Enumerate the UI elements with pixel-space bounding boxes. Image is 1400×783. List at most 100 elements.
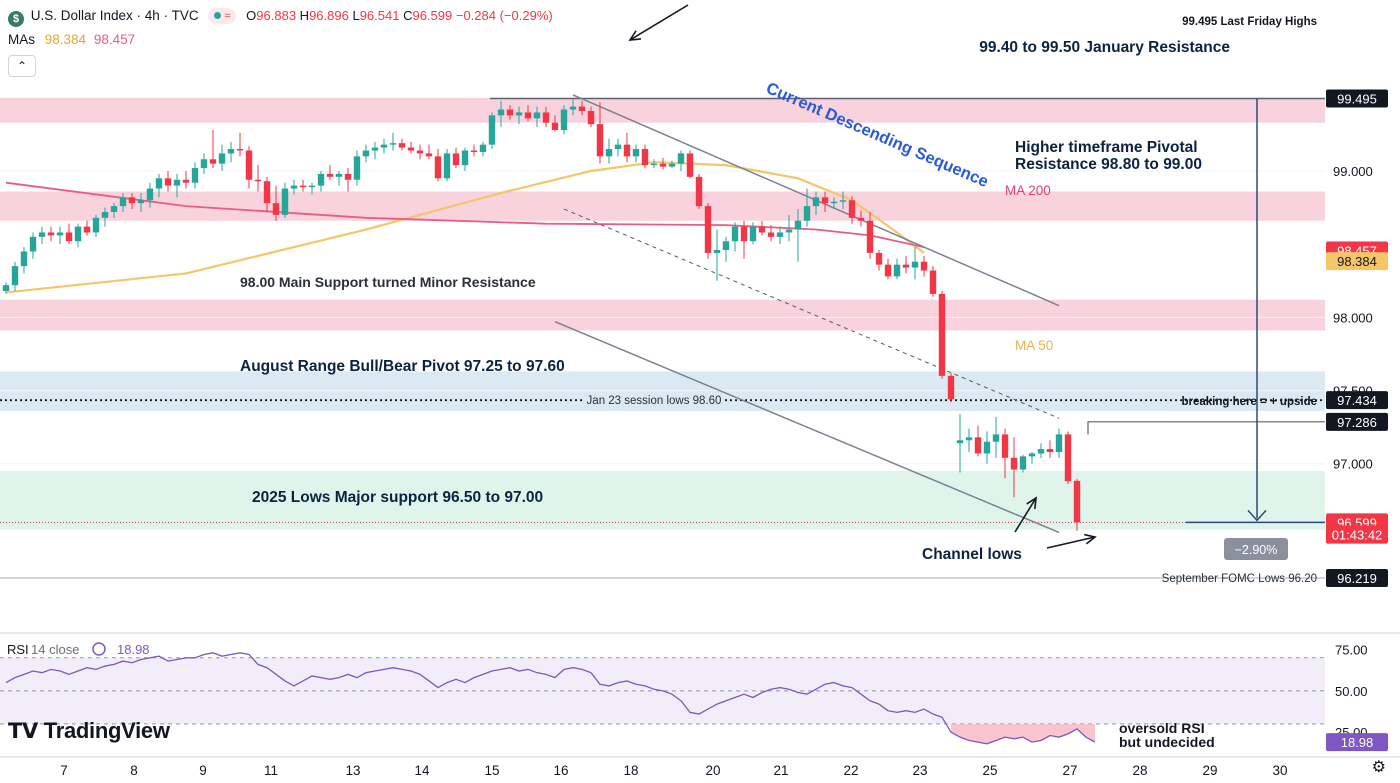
candle: [200, 153, 208, 174]
candle-body: [821, 197, 829, 204]
candle-body: [578, 106, 586, 111]
candle-body: [470, 150, 478, 152]
candle: [893, 258, 901, 280]
zone-band: [0, 471, 1325, 530]
candle-body: [488, 115, 496, 145]
candle-body: [290, 185, 298, 189]
candle: [677, 150, 685, 171]
candle-body: [272, 203, 280, 215]
candle-body: [209, 159, 217, 164]
candle-body: [2, 285, 10, 291]
candle: [740, 220, 748, 259]
candle: [569, 99, 577, 116]
candle: [506, 105, 514, 120]
candle: [182, 170, 190, 189]
rsi-legend-label: RSI: [7, 642, 29, 657]
candle-body: [92, 217, 100, 233]
candle: [497, 100, 505, 128]
candle: [713, 229, 721, 281]
rsi-line: [5, 652, 1096, 745]
candle-body: [929, 270, 937, 294]
candle: [848, 195, 856, 224]
candle-body: [938, 293, 946, 376]
candle-body: [47, 232, 55, 236]
candle-body: [182, 179, 190, 183]
time-tick-label: 25: [982, 763, 997, 778]
time-tick-label: 8: [130, 763, 138, 778]
candle: [209, 130, 217, 169]
candle-body: [1055, 434, 1063, 452]
collapse-legend-button[interactable]: ⌃: [8, 55, 36, 77]
candle-body: [731, 226, 739, 242]
time-tick-label: 18: [623, 763, 638, 778]
price-tag: [1326, 568, 1388, 587]
price-tag-text: 97.286: [1337, 415, 1377, 430]
price-tag-text: 97.434: [1337, 393, 1377, 408]
candle: [992, 416, 1000, 458]
candle: [722, 236, 730, 262]
price-axis-bg: [1325, 0, 1400, 757]
candle: [461, 147, 469, 171]
candle-body: [110, 206, 118, 212]
time-tick-label: 9: [199, 763, 207, 778]
time-tick-label: 13: [345, 763, 360, 778]
candle: [965, 428, 973, 452]
candle-body: [65, 232, 73, 242]
time-tick-label: 11: [264, 763, 278, 778]
dollar-logo-icon: $: [8, 11, 24, 27]
zone-label-pivotal-resistance: Resistance 98.80 to 99.00: [1015, 156, 1202, 173]
candle: [119, 192, 127, 212]
candle: [731, 222, 739, 252]
candle-body: [479, 144, 487, 152]
ma200-label: MA 200: [1005, 183, 1051, 198]
candle-body: [875, 252, 883, 265]
symbol-title[interactable]: U.S. Dollar Index · 4h · TVC: [30, 8, 199, 23]
candle: [875, 250, 883, 271]
candle: [668, 160, 676, 169]
candle: [533, 106, 541, 128]
channel-lower-line: [554, 321, 1060, 534]
candle-body: [857, 217, 865, 221]
time-tick-label: 21: [773, 763, 788, 778]
candle: [695, 173, 703, 210]
candle-body: [245, 150, 253, 180]
candle: [425, 144, 433, 160]
candle: [47, 226, 55, 242]
candle: [650, 159, 658, 169]
candle-body: [965, 437, 973, 441]
candle: [830, 197, 838, 210]
candle: [38, 226, 46, 245]
mas-legend[interactable]: MAs 98.384 98.457: [8, 32, 136, 47]
candle-body: [254, 179, 262, 182]
candle: [560, 105, 568, 135]
market-status-badge[interactable]: ≈: [208, 8, 237, 24]
candle-body: [74, 226, 82, 242]
time-tick-label: 22: [843, 763, 858, 778]
candle-body: [443, 153, 451, 179]
candle: [866, 211, 874, 259]
candle: [659, 157, 667, 170]
candle-body: [641, 149, 649, 166]
candle-body: [236, 149, 244, 151]
rsi-tick-label: 50.00: [1335, 684, 1368, 699]
candle: [587, 106, 595, 128]
candle: [857, 210, 865, 227]
zone-label-main-support: 98.00 Main Support turned Minor Resistan…: [240, 274, 536, 290]
wave-icon: ≈: [224, 10, 231, 22]
candle: [776, 226, 784, 245]
candle: [362, 144, 370, 163]
candle: [344, 168, 352, 192]
candle: [1046, 440, 1054, 458]
candle: [479, 141, 487, 157]
candle: [407, 141, 415, 154]
candle-body: [461, 150, 469, 166]
candle: [245, 146, 253, 189]
market-open-dot-icon: [214, 12, 222, 19]
candle-body: [560, 109, 568, 131]
gear-icon[interactable]: ⚙: [1371, 759, 1386, 776]
candle: [389, 132, 397, 151]
price-tick-label: 97.000: [1333, 457, 1373, 472]
candle: [623, 132, 631, 163]
candle: [983, 431, 991, 464]
tradingview-logo[interactable]: 𝗧𝗩 TradingView: [8, 718, 170, 743]
